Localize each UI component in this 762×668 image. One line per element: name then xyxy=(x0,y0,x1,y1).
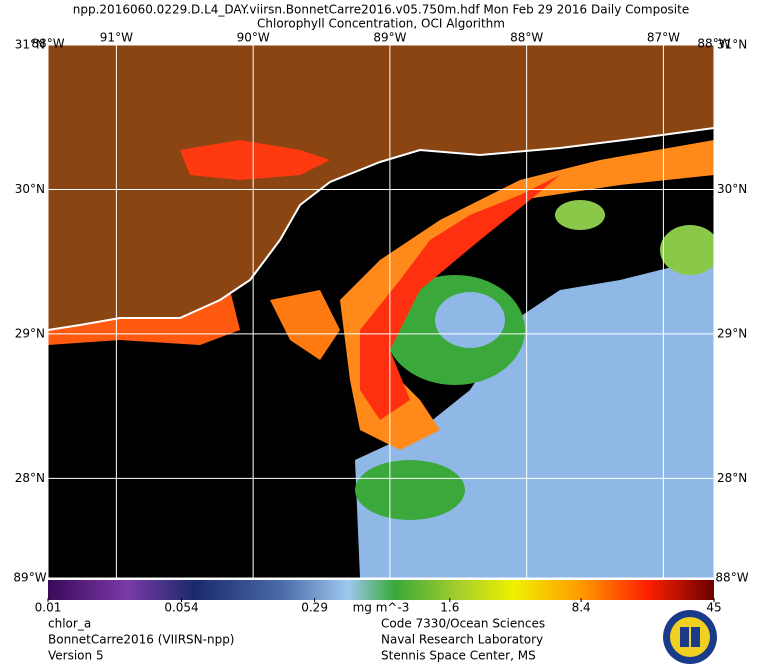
lat-label: 29°N xyxy=(717,326,747,340)
colorbar-label: 0.054 xyxy=(164,601,198,615)
logo xyxy=(663,610,717,664)
map-frame xyxy=(47,44,715,579)
corner-label: 88°W xyxy=(31,37,64,51)
colorbar-label: 1.6 xyxy=(440,601,459,615)
colorbar-label: 0.01 xyxy=(35,601,62,615)
lon-label: 87°W xyxy=(647,31,680,45)
lat-label: 29°N xyxy=(15,326,45,340)
lon-label: 89°W xyxy=(373,31,406,45)
footer-right: Code 7330/Ocean Sciences xyxy=(381,617,545,631)
footer-right: Stennis Space Center, MS xyxy=(381,649,536,663)
colorbar-unit: mg m^-3 xyxy=(353,601,410,615)
map-image xyxy=(48,45,714,578)
colorbar-label: 8.4 xyxy=(572,601,591,615)
colorbar-label: 0.29 xyxy=(301,601,328,615)
footer-left: Version 5 xyxy=(48,649,104,663)
lat-label: 30°N xyxy=(717,182,747,196)
subtitle: Chlorophyll Concentration, OCI Algorithm xyxy=(257,17,505,31)
footer-left: BonnetCarre2016 (VIIRSN-npp) xyxy=(48,633,235,647)
title: npp.2016060.0229.D.L4_DAY.viirsn.BonnetC… xyxy=(73,3,689,17)
corner-label: 89°W xyxy=(13,571,46,585)
lon-label: 90°W xyxy=(237,31,270,45)
corner-label: 88°W xyxy=(715,571,748,585)
lon-label: 91°W xyxy=(100,31,133,45)
colorbar-label: 45 xyxy=(706,601,721,615)
lat-label: 31°N xyxy=(717,38,747,52)
lat-label: 28°N xyxy=(15,471,45,485)
lon-label: 88°W xyxy=(510,31,543,45)
lat-label: 30°N xyxy=(15,182,45,196)
corner-label: 88°W xyxy=(697,37,730,51)
footer-left: chlor_a xyxy=(48,617,91,631)
colorbar xyxy=(48,580,714,600)
footer-right: Naval Research Laboratory xyxy=(381,633,543,647)
lat-label: 31°N xyxy=(15,38,45,52)
lat-label: 28°N xyxy=(717,471,747,485)
